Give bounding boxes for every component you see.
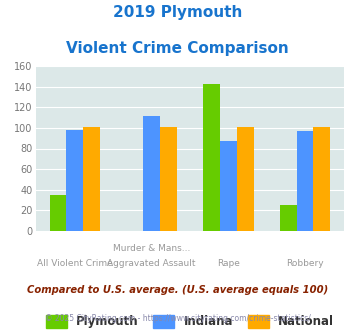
- Text: Robbery: Robbery: [286, 259, 324, 268]
- Text: Aggravated Assault: Aggravated Assault: [107, 259, 196, 268]
- Bar: [237, 127, 253, 231]
- Text: 2019 Plymouth: 2019 Plymouth: [113, 5, 242, 20]
- Text: Murder & Mans...: Murder & Mans...: [113, 244, 190, 253]
- Text: Violent Crime Comparison: Violent Crime Comparison: [66, 41, 289, 56]
- Text: All Violent Crime: All Violent Crime: [37, 259, 113, 268]
- Bar: [296, 131, 313, 231]
- Text: Rape: Rape: [217, 259, 240, 268]
- Text: © 2025 CityRating.com - https://www.cityrating.com/crime-statistics/: © 2025 CityRating.com - https://www.city…: [45, 314, 310, 323]
- Bar: [280, 205, 296, 231]
- Bar: [50, 195, 66, 231]
- Bar: [220, 141, 237, 231]
- Bar: [66, 130, 83, 231]
- Bar: [203, 83, 220, 231]
- Bar: [143, 115, 160, 231]
- Bar: [160, 127, 177, 231]
- Bar: [83, 127, 100, 231]
- Bar: [313, 127, 330, 231]
- Text: Compared to U.S. average. (U.S. average equals 100): Compared to U.S. average. (U.S. average …: [27, 285, 328, 295]
- Legend: Plymouth, Indiana, National: Plymouth, Indiana, National: [40, 310, 340, 330]
